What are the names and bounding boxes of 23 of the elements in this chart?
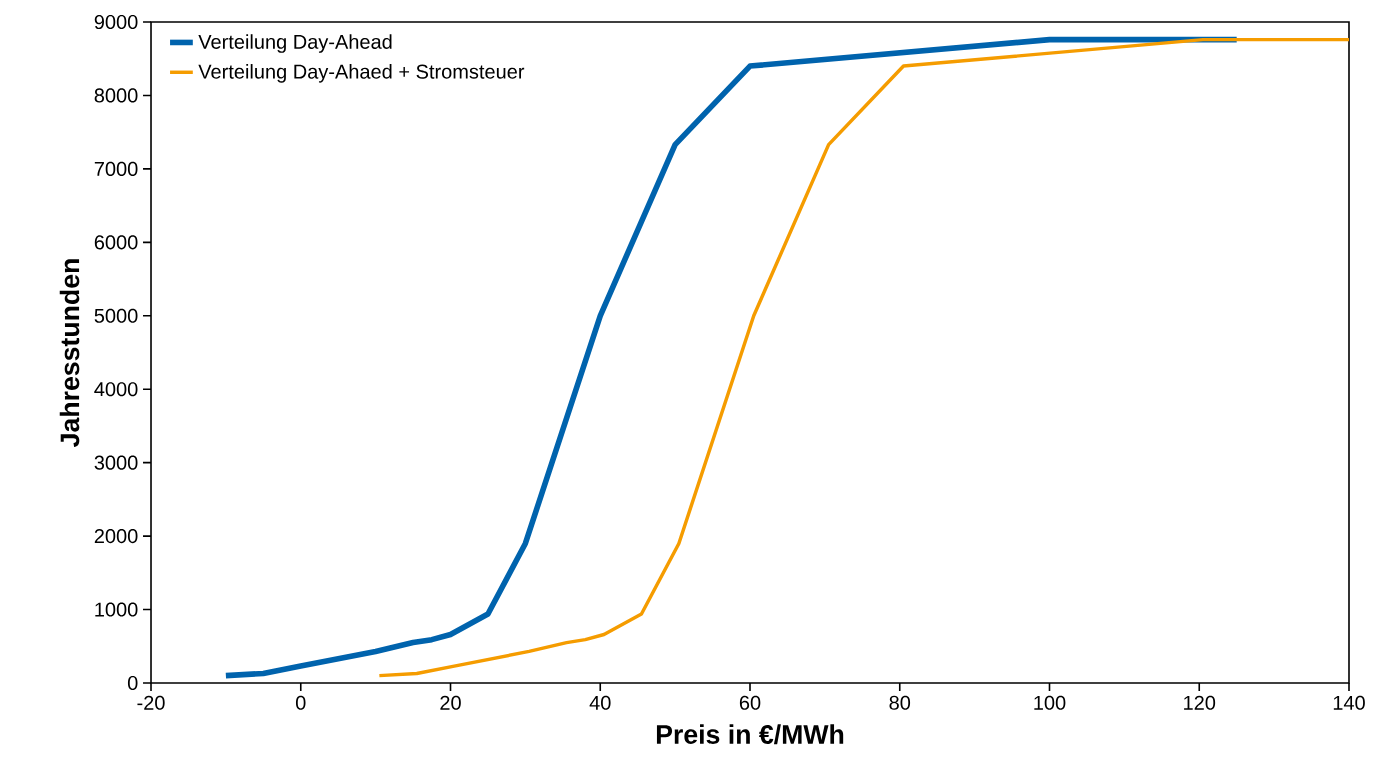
y-tick-label: 9000 xyxy=(94,14,138,30)
y-tick-label: 5000 xyxy=(94,308,138,323)
x-tick-label: 120 xyxy=(1184,695,1216,710)
legend-label: Verteilung Day-Ahead xyxy=(198,34,392,53)
x-tick-label: 40 xyxy=(589,695,611,710)
legend-label: Verteilung Day-Ahaed + Stromsteuer xyxy=(198,64,525,83)
y-tick-label: 7000 xyxy=(94,161,138,176)
x-tick-label: 0 xyxy=(295,695,306,710)
y-tick-label: 1000 xyxy=(95,602,138,617)
x-axis-title: Preis in €/MWh xyxy=(656,724,844,745)
y-tick-label: 8000 xyxy=(94,88,138,103)
y-axis-title: Jahresstunden xyxy=(59,259,80,447)
y-tick-label: 3000 xyxy=(94,455,138,470)
x-tick-label: 60 xyxy=(739,695,761,710)
y-tick-label: 4000 xyxy=(94,382,138,397)
x-tick-label: 100 xyxy=(1034,695,1066,710)
x-tick-label: 140 xyxy=(1333,695,1365,710)
x-tick-label: -20 xyxy=(137,695,165,710)
y-tick-label: 2000 xyxy=(94,529,138,544)
y-tick-label: 6000 xyxy=(94,235,138,250)
x-tick-label: 80 xyxy=(889,695,911,710)
y-tick-label: 0 xyxy=(127,675,138,691)
x-tick-label: 20 xyxy=(440,695,461,710)
